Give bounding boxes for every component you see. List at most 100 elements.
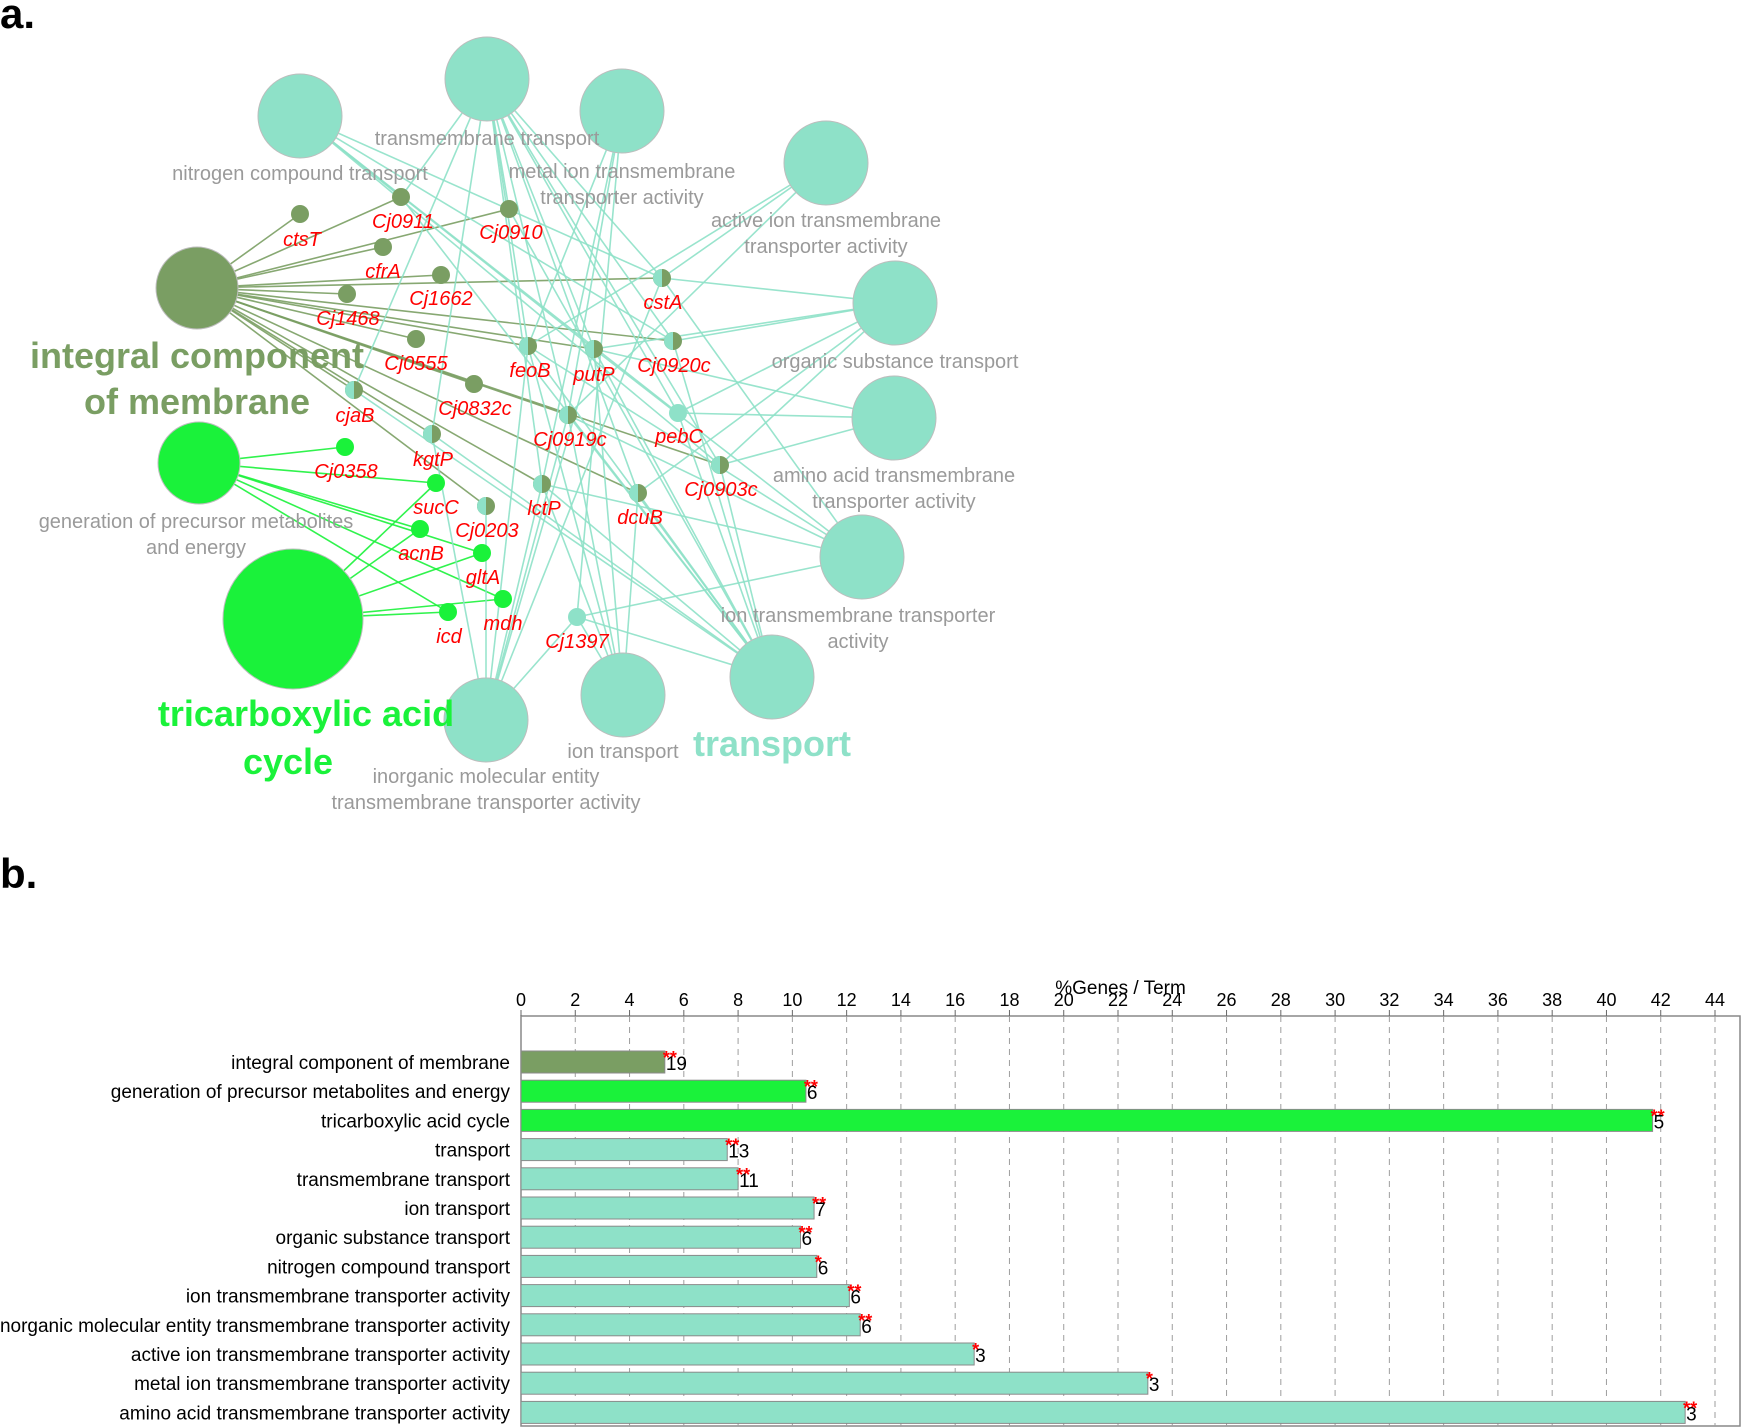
bar-9[interactable] bbox=[520, 1313, 861, 1337]
gene-node-gltA[interactable] bbox=[473, 544, 491, 562]
edge-tr-lctP bbox=[541, 483, 773, 678]
bar-category-label-5: ion transport bbox=[404, 1199, 510, 1220]
gene-label-sucC: sucC bbox=[413, 497, 459, 519]
bar-7[interactable] bbox=[520, 1254, 818, 1278]
gene-label-gltA: gltA bbox=[466, 567, 500, 589]
gene-label-Cj0910: Cj0910 bbox=[479, 222, 542, 244]
edge-itt-feoB bbox=[527, 345, 863, 558]
bar-category-label-4: transmembrane transport bbox=[297, 1170, 511, 1191]
edge-gpme-icd bbox=[198, 462, 449, 613]
edge-mit-Cj0919c bbox=[567, 110, 623, 416]
term-label-mit-1: transporter activity bbox=[540, 187, 703, 209]
gene-node-Cj1397[interactable] bbox=[568, 608, 586, 626]
x-tick-label-42: 42 bbox=[1651, 990, 1671, 1010]
x-tick-label-38: 38 bbox=[1542, 990, 1562, 1010]
gene-node-acnB[interactable] bbox=[411, 520, 429, 538]
bar-4[interactable] bbox=[520, 1167, 739, 1191]
term-node-ost[interactable] bbox=[852, 260, 938, 346]
x-tick-label-2: 2 bbox=[570, 990, 580, 1010]
gene-node-Cj0832c[interactable] bbox=[465, 375, 483, 393]
term-node-aat[interactable] bbox=[851, 375, 937, 461]
gene-node-ctsT[interactable] bbox=[291, 205, 309, 223]
term-node-ait[interactable] bbox=[783, 120, 869, 206]
gene-label-Cj1468: Cj1468 bbox=[316, 308, 379, 330]
gene-node-Cj0910[interactable] bbox=[500, 200, 518, 218]
bar-2[interactable] bbox=[520, 1108, 1654, 1132]
term-node-gpme[interactable] bbox=[157, 421, 241, 505]
edge-icm-Cj0920c bbox=[196, 287, 674, 342]
bar-8[interactable] bbox=[520, 1284, 850, 1308]
gene-node-pebC[interactable] bbox=[669, 404, 687, 422]
chart-category-labels: integral component of membrane generation… bbox=[0, 1053, 511, 1424]
bar-10[interactable] bbox=[520, 1342, 975, 1366]
bar-category-label-0: integral component of membrane bbox=[231, 1053, 510, 1074]
term-label-tmt-0: transmembrane transport bbox=[375, 128, 600, 150]
gene-node-sucC[interactable] bbox=[427, 474, 445, 492]
edge-tr-Cj0919c bbox=[567, 414, 773, 678]
bar-count-label-7: 6 bbox=[818, 1258, 829, 1279]
bar-0[interactable] bbox=[520, 1050, 666, 1074]
edge-it-Cj0919c bbox=[567, 414, 624, 696]
edge-imt-putP bbox=[485, 348, 595, 721]
bar-3[interactable] bbox=[520, 1138, 728, 1162]
edge-tmt-Cj0903c bbox=[486, 78, 721, 466]
gene-node-cfrA[interactable] bbox=[374, 238, 392, 256]
bar-11[interactable] bbox=[520, 1371, 1149, 1395]
gene-label-Cj0920c: Cj0920c bbox=[637, 355, 710, 377]
edge-tr-kgtP bbox=[431, 433, 773, 678]
term-node-nct[interactable] bbox=[257, 73, 343, 159]
gene-label-Cj0911: Cj0911 bbox=[372, 211, 434, 233]
term-node-tac[interactable] bbox=[222, 548, 364, 690]
gene-node-half-Cj0920c bbox=[664, 332, 673, 350]
bar-6[interactable] bbox=[520, 1225, 802, 1249]
gene-node-Cj1662[interactable] bbox=[432, 266, 450, 284]
gene-label-Cj1397: Cj1397 bbox=[545, 631, 609, 653]
gene-node-Cj0555[interactable] bbox=[407, 330, 425, 348]
gene-label-feoB: feoB bbox=[509, 360, 550, 382]
term-label-ait-0: active ion transmembrane bbox=[711, 210, 941, 232]
gene-node-icd[interactable] bbox=[439, 603, 457, 621]
bar-significance-12: ** bbox=[1683, 1398, 1697, 1418]
gene-label-lctP: lctP bbox=[527, 498, 561, 520]
bar-5[interactable] bbox=[520, 1196, 815, 1220]
gene-node-Cj0911[interactable] bbox=[392, 188, 410, 206]
term-node-mit[interactable] bbox=[579, 68, 665, 154]
x-tick-label-22: 22 bbox=[1108, 990, 1128, 1010]
edge-tr-putP bbox=[593, 348, 773, 678]
term-node-icm[interactable] bbox=[155, 246, 239, 330]
bar-12[interactable] bbox=[520, 1400, 1686, 1424]
gene-node-Cj1468[interactable] bbox=[338, 285, 356, 303]
gene-label-mdh: mdh bbox=[484, 613, 523, 635]
bar-category-label-12: amino acid transmembrane transporter act… bbox=[119, 1403, 510, 1424]
bar-category-label-9: inorganic molecular entity transmembrane… bbox=[0, 1316, 510, 1337]
bar-1[interactable] bbox=[520, 1079, 807, 1103]
bar-significance-7: * bbox=[815, 1252, 822, 1272]
x-tick-label-8: 8 bbox=[733, 990, 743, 1010]
edge-icm-feoB bbox=[196, 287, 529, 347]
gene-node-mdh[interactable] bbox=[494, 590, 512, 608]
bar-count-label-10: 3 bbox=[975, 1346, 986, 1367]
bar-significance-5: ** bbox=[812, 1194, 826, 1214]
group-label-tca-1: tricarboxylic acid bbox=[158, 693, 454, 734]
edge-ait-feoB bbox=[527, 162, 827, 347]
bar-category-label-1: generation of precursor metabolites and … bbox=[111, 1082, 511, 1103]
edge-tmt-dcuB bbox=[486, 78, 639, 494]
term-node-tmt[interactable] bbox=[444, 36, 530, 122]
term-node-imt[interactable] bbox=[443, 677, 529, 763]
gene-node-Cj0358[interactable] bbox=[336, 438, 354, 456]
bar-significance-10: * bbox=[972, 1340, 979, 1360]
gene-node-half-Cj0919c bbox=[559, 406, 568, 424]
edge-tmt-cstA bbox=[486, 78, 663, 279]
bar-significance-11: * bbox=[1146, 1369, 1153, 1389]
edge-icm-cstA bbox=[196, 277, 663, 289]
edge-icm-Cj0910 bbox=[196, 208, 510, 289]
x-tick-label-0: 0 bbox=[516, 990, 526, 1010]
bar-chart: %Genes / Term 0 2 4 6 8 10 12 14 16 18 20 22 24 26 28 3… bbox=[0, 978, 1741, 1427]
x-tick-label-4: 4 bbox=[625, 990, 635, 1010]
edge-tr-pebC bbox=[677, 412, 773, 678]
x-tick-label-10: 10 bbox=[782, 990, 802, 1010]
term-node-it[interactable] bbox=[580, 652, 666, 738]
x-tick-label-20: 20 bbox=[1054, 990, 1074, 1010]
term-node-itt[interactable] bbox=[819, 514, 905, 600]
term-node-tr[interactable] bbox=[729, 634, 815, 720]
